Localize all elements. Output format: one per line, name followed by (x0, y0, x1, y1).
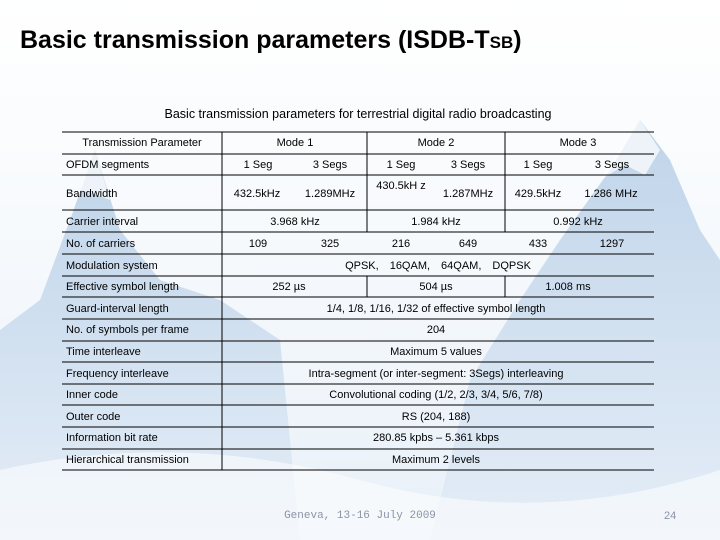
row-label-symbols-per-frame: No. of symbols per frame (66, 324, 189, 336)
guard-interval-value: 1/4, 1/8, 1/16, 1/32 of effective symbol… (326, 303, 546, 315)
row-label-frequency-interleave: Frequency interleave (66, 368, 169, 380)
info-bitrate-value: 280.85 kpbs – 5.361 kbps (373, 432, 499, 444)
carriers-m2-1seg: 216 (391, 238, 411, 250)
table-caption: Basic transmission parameters for terres… (164, 107, 552, 121)
carrier-interval-m3: 0.992 kHz (553, 216, 603, 228)
carriers-m3-1seg: 433 (528, 238, 548, 250)
bandwidth-m2-3seg: 1.287MHz (442, 188, 494, 200)
row-label-modulation: Modulation system (66, 260, 158, 272)
row-label-num-carriers: No. of carriers (66, 238, 136, 250)
bandwidth-m3-3seg: 1.286 MHz (584, 188, 638, 200)
page-number: 24 (664, 510, 677, 522)
inner-code-value: Convolutional coding (1/2, 2/3, 3/4, 5/6… (329, 389, 543, 401)
effective-symbol-m2: 504 µs (419, 281, 453, 293)
header-mode2: Mode 2 (417, 137, 455, 149)
row-label-guard-interval: Guard-interval length (66, 303, 169, 315)
carrier-interval-m1: 3.968 kHz (270, 216, 320, 228)
header-mode1: Mode 1 (276, 137, 314, 149)
ofdm-m3-1seg: 1 Seg (523, 159, 553, 171)
row-label-effective-symbol: Effective symbol length (66, 281, 179, 293)
frequency-interleave-value: Intra-segment (or inter-segment: 3Segs) … (308, 368, 564, 380)
carriers-m3-3seg: 1297 (599, 238, 625, 250)
carriers-m1-3seg: 325 (320, 238, 340, 250)
bandwidth-m2-1seg: 430.5kH z (376, 180, 426, 192)
row-label-outer-code: Outer code (66, 411, 121, 423)
carriers-m1-1seg: 109 (248, 238, 268, 250)
slide-footer: Geneva, 13-16 July 2009 (284, 510, 436, 522)
hierarchical-value: Maximum 2 levels (391, 454, 481, 466)
header-mode3: Mode 3 (559, 137, 597, 149)
ofdm-m2-1seg: 1 Seg (386, 159, 416, 171)
row-label-ofdm: OFDM segments (66, 159, 150, 171)
row-label-info-bitrate: Information bit rate (66, 432, 158, 444)
row-label-time-interleave: Time interleave (66, 346, 141, 358)
effective-symbol-m1: 252 µs (272, 281, 306, 293)
ofdm-m1-1seg: 1 Seg (243, 159, 273, 171)
row-label-bandwidth: Bandwidth (66, 188, 118, 200)
carriers-m2-3seg: 649 (458, 238, 478, 250)
bandwidth-m1-1seg: 432.5kHz (233, 188, 281, 200)
slide-title-close: ) (513, 26, 522, 54)
ofdm-m3-3seg: 3 Segs (594, 159, 630, 171)
carrier-interval-m2: 1.984 kHz (411, 216, 461, 228)
symbols-per-frame-value: 204 (426, 324, 446, 336)
outer-code-value: RS (204, 188) (401, 411, 471, 423)
slide-title: Basic transmission parameters (ISDB-TSB) (20, 26, 522, 55)
slide-title-subscript: SB (489, 33, 514, 52)
row-label-inner-code: Inner code (66, 389, 118, 401)
time-interleave-value: Maximum 5 values (390, 346, 482, 358)
bandwidth-m3-1seg: 429.5kHz (514, 188, 562, 200)
bandwidth-m1-3seg: 1.289MHz (304, 188, 356, 200)
ofdm-m1-3seg: 3 Segs (312, 159, 348, 171)
row-label-carrier-interval: Carrier interval (66, 216, 139, 228)
slide-title-main: Basic transmission parameters (ISDB-T (20, 26, 490, 54)
effective-symbol-m3: 1.008 ms (545, 281, 591, 293)
row-label-hierarchical: Hierarchical transmission (66, 454, 189, 466)
header-parameter: Transmission Parameter (82, 137, 202, 149)
ofdm-m2-3seg: 3 Segs (450, 159, 486, 171)
modulation-value: QPSK, 16QAM, 64QAM, DQPSK (345, 260, 531, 272)
